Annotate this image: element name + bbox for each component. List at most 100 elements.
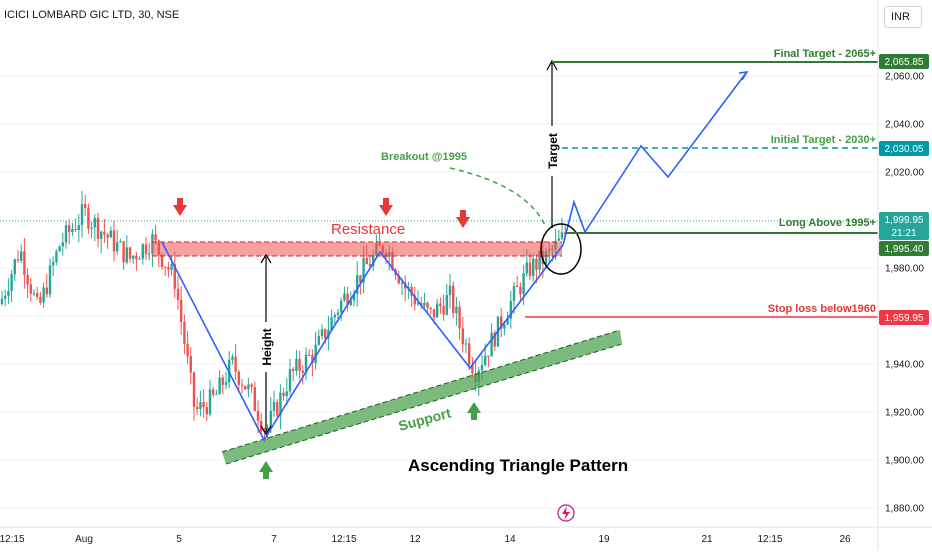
candle-body: [240, 384, 244, 386]
support-touch-arrow-2: [467, 402, 481, 420]
candle-body: [560, 232, 564, 239]
candle-body: [304, 354, 308, 373]
candle-body: [55, 251, 58, 263]
candle-body: [519, 287, 522, 295]
height-arrow-head-up: [260, 253, 272, 264]
final-target-price: 2,065.85: [885, 57, 924, 68]
long-level-price: 1,995.40: [885, 244, 924, 255]
height-arrow-head-down: [260, 425, 272, 436]
candle-body: [522, 273, 525, 295]
candle-body: [487, 355, 490, 357]
candle-body: [359, 275, 362, 283]
candle-body: [138, 258, 141, 260]
candle-body: [461, 328, 464, 345]
candle-body: [36, 293, 39, 297]
candle-body: [183, 321, 186, 345]
candle-body: [336, 312, 340, 315]
resistance-zone: [152, 242, 562, 256]
y-tick-label: 1,940.00: [885, 360, 924, 371]
candle-body: [212, 389, 215, 395]
candle-body: [285, 391, 288, 397]
candle-body: [64, 225, 68, 243]
candle-body: [292, 369, 295, 371]
candle-body: [349, 300, 352, 306]
candle-body: [365, 258, 368, 265]
candle-body: [180, 299, 183, 322]
candle-body: [154, 234, 157, 241]
breakout-label: Breakout @1995: [381, 151, 467, 163]
candle-body: [77, 225, 80, 231]
grid: [0, 75, 878, 509]
candle-body: [196, 406, 199, 410]
candle-body: [532, 258, 535, 276]
candle-body: [234, 356, 237, 372]
candle-body: [452, 285, 455, 314]
candle-body: [87, 208, 90, 229]
pattern-title: Ascending Triangle Pattern: [408, 456, 628, 475]
candle-body: [244, 385, 247, 390]
candle-body: [215, 394, 218, 396]
x-tick-label: 12:15: [757, 534, 782, 545]
support-band-top: [221, 329, 621, 453]
candle-body: [122, 241, 125, 263]
candle-body: [429, 307, 432, 310]
bar-countdown: 21:21: [891, 228, 916, 239]
candle-body: [90, 227, 93, 229]
candle-body: [362, 258, 365, 283]
candle-body: [320, 329, 324, 336]
candle-body: [528, 262, 532, 276]
candle-body: [436, 303, 439, 318]
candle-body: [103, 231, 106, 235]
x-tick-label: 12: [409, 534, 421, 545]
candle-body: [484, 355, 487, 366]
candle-body: [135, 255, 138, 260]
height-label-bg: [259, 322, 273, 372]
candle-body: [253, 387, 256, 411]
breakout-curve: [449, 167, 546, 226]
x-tick-label: 26: [839, 534, 851, 545]
candle-body: [170, 264, 173, 270]
support-band-bottom: [225, 343, 623, 465]
last-price: 1,999.95: [885, 215, 924, 226]
candle-body: [333, 314, 336, 318]
candle-body: [400, 282, 404, 284]
candle-body: [39, 296, 42, 303]
y-axis[interactable]: 1,880.001,900.001,920.001,940.001,960.00…: [885, 72, 924, 515]
candle-body: [23, 251, 26, 275]
candle-body: [96, 218, 100, 239]
candle-body: [413, 295, 416, 305]
candle-body: [516, 286, 519, 288]
y-tick-label: 2,020.00: [885, 168, 924, 179]
candle-body: [372, 255, 375, 267]
candle-body: [279, 392, 282, 416]
initial-target-price: 2,030.05: [885, 144, 924, 155]
candle-body: [189, 356, 192, 373]
candle-body: [109, 230, 112, 238]
projection-path: [562, 72, 747, 246]
candle-body: [442, 306, 445, 315]
candle-body: [164, 266, 167, 268]
candle-body: [250, 384, 253, 388]
candle-body: [512, 286, 516, 302]
candle-body: [221, 377, 224, 385]
stop-loss-price-tag: 1,959.95: [879, 310, 929, 325]
candle-body: [525, 262, 528, 274]
lightning-icon[interactable]: [557, 504, 575, 522]
y-tick-label: 1,880.00: [885, 504, 924, 515]
candle-body: [346, 293, 349, 306]
candle-body: [490, 332, 493, 357]
candle-body: [93, 218, 96, 228]
currency-button[interactable]: INR: [884, 6, 922, 28]
candle-body: [116, 242, 119, 252]
candle-body: [16, 259, 20, 261]
resistance-touch-arrow-2: [379, 198, 393, 216]
x-axis[interactable]: 12:15 Aug 5 7 12:15 12 14 19 21 12:15 26: [0, 534, 851, 545]
candle-body: [141, 244, 144, 259]
candle-body: [503, 324, 506, 329]
candle-body: [26, 274, 29, 285]
pattern-zigzag: [161, 241, 564, 442]
target-label-bg: [545, 126, 559, 176]
candle-body: [256, 410, 260, 421]
